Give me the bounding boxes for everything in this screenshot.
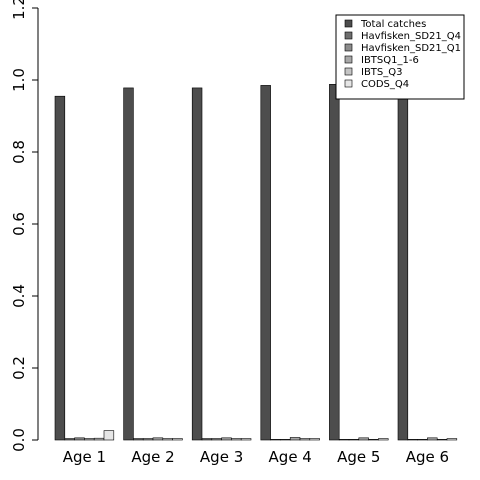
bar-group-age-1 xyxy=(54,95,115,441)
legend-swatch xyxy=(344,31,353,40)
legend-label: IBTS_Q3 xyxy=(361,67,403,78)
legend-swatch xyxy=(344,55,353,64)
x-axis-labels: Age 1 Age 2 Age 3 Age 4 Age 5 Age 6 xyxy=(63,448,449,466)
bar xyxy=(54,95,66,441)
bar xyxy=(417,439,428,441)
bar xyxy=(93,437,105,441)
legend-swatch xyxy=(344,79,353,88)
bar-groups xyxy=(54,84,458,441)
bar xyxy=(436,439,448,441)
x-tick-label: Age 3 xyxy=(200,448,243,466)
bar-group-age-5 xyxy=(329,84,389,441)
y-tick-label: 0.8 xyxy=(10,140,28,164)
y-tick-label: 0.2 xyxy=(10,356,28,380)
legend-swatch xyxy=(344,67,353,76)
bar xyxy=(211,438,222,441)
bar xyxy=(289,437,301,441)
legend-swatch xyxy=(344,43,353,52)
bar xyxy=(299,438,311,441)
bar xyxy=(133,438,144,441)
y-tick-label: 0.4 xyxy=(10,284,28,308)
bar xyxy=(172,438,183,441)
x-tick-label: Age 5 xyxy=(337,448,380,466)
bar-group-age-4 xyxy=(260,85,320,441)
legend: Total catchesHavfisken_SD21_Q4Havfisken_… xyxy=(335,14,465,100)
legend-box xyxy=(335,14,465,100)
bar xyxy=(407,439,418,441)
bar xyxy=(221,437,232,441)
bar xyxy=(378,438,389,441)
bar xyxy=(201,438,213,441)
legend-label: CODS_Q4 xyxy=(361,79,409,90)
bar xyxy=(270,439,281,441)
bar-group-age-3 xyxy=(191,87,252,441)
legend-label: Havfisken_SD21_Q4 xyxy=(361,31,461,42)
y-tick-label: 1.2 xyxy=(10,0,28,20)
y-axis: 0.0 0.2 0.4 0.6 0.8 1.0 1.2 xyxy=(10,0,39,452)
bar xyxy=(368,439,379,441)
x-tick-label: Age 4 xyxy=(269,448,312,466)
legend-label: Havfisken_SD21_Q1 xyxy=(361,43,461,54)
bar xyxy=(260,85,271,441)
legend-label: IBTSQ1_1-6 xyxy=(361,55,419,66)
bar xyxy=(142,438,154,441)
bar xyxy=(84,438,95,441)
bar xyxy=(162,438,173,441)
bar xyxy=(231,438,242,441)
x-tick-label: Age 6 xyxy=(406,448,449,466)
bar xyxy=(74,437,85,441)
x-tick-label: Age 2 xyxy=(131,448,174,466)
bar xyxy=(358,437,369,441)
bar-group-age-2 xyxy=(123,87,183,441)
bar xyxy=(152,437,164,441)
y-tick-label: 0.6 xyxy=(10,212,28,236)
y-tick-label: 0.0 xyxy=(10,428,28,452)
bar xyxy=(309,438,320,441)
bar xyxy=(103,430,115,441)
bar xyxy=(329,84,340,441)
bar-group-age-6 xyxy=(397,84,458,441)
bar xyxy=(191,87,203,441)
bar xyxy=(427,437,438,441)
bar xyxy=(280,439,291,441)
bar xyxy=(64,438,75,441)
legend-swatch xyxy=(344,19,353,28)
legend-label: Total catches xyxy=(360,19,426,30)
bar xyxy=(446,438,458,441)
bar xyxy=(123,87,134,441)
bar xyxy=(348,439,360,441)
x-tick-label: Age 1 xyxy=(63,448,106,466)
y-tick-label: 1.0 xyxy=(10,68,28,92)
bar xyxy=(240,438,252,441)
bar xyxy=(338,439,350,441)
bar xyxy=(397,84,409,441)
